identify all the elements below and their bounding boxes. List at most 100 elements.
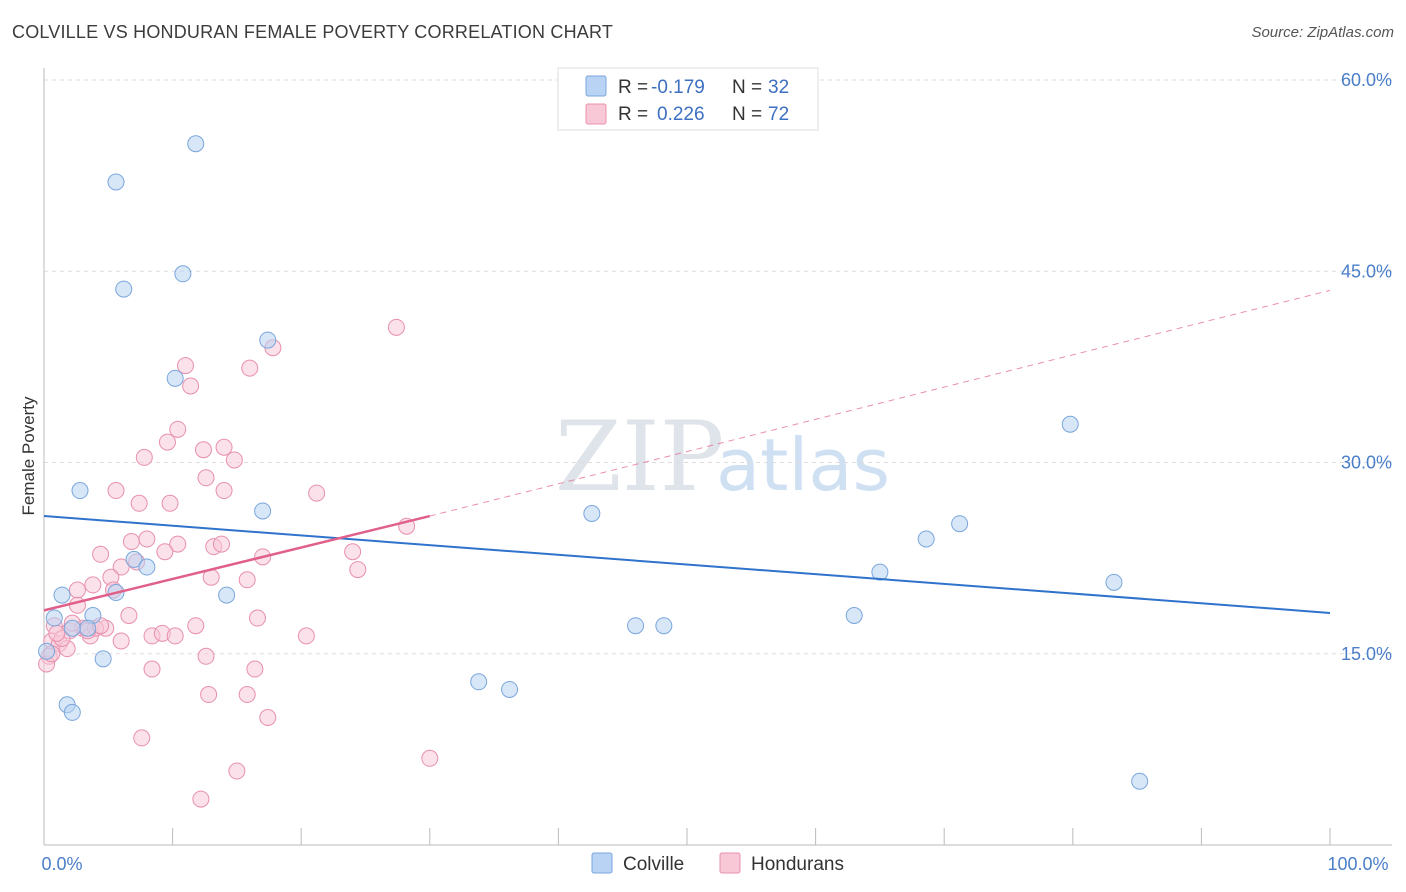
hondurans-point-68 xyxy=(48,624,66,642)
bottom-legend-label-hondurans: Hondurans xyxy=(751,854,844,875)
y-tick-label-30: 30.0% xyxy=(1341,453,1392,473)
hondurans-point-2 xyxy=(176,357,194,375)
watermark-zip: ZIP xyxy=(555,401,724,513)
axes xyxy=(43,68,1392,846)
hondurans-point-0 xyxy=(387,318,405,336)
bottom-legend: Colville Hondurans xyxy=(591,852,844,875)
colville-point-0 xyxy=(187,135,205,153)
colville-point-31 xyxy=(501,680,519,698)
watermark: ZIP atlas xyxy=(555,401,890,513)
hondurans-point-47 xyxy=(166,627,184,645)
hondurans-point-59 xyxy=(238,686,256,704)
colville-point-8 xyxy=(125,550,143,568)
colville-point-11 xyxy=(218,586,236,604)
hondurans-point-38 xyxy=(248,609,266,627)
colville-point-1 xyxy=(107,173,125,191)
hondurans-point-62 xyxy=(421,749,439,767)
hondurans-point-7 xyxy=(194,441,212,459)
hondurans-point-34 xyxy=(68,581,86,599)
hondurans-point-37 xyxy=(120,607,138,624)
hondurans-point-55 xyxy=(143,660,161,678)
trend-lines xyxy=(43,289,1331,614)
hondurans-point-42 xyxy=(187,617,205,635)
legend-r-value-hondurans: 0.226 xyxy=(657,104,705,125)
hondurans-point-26 xyxy=(344,543,362,561)
colville-point-9 xyxy=(138,558,156,576)
colville-trend-line xyxy=(43,515,1331,614)
legend-r-label-hondurans: R = xyxy=(618,104,648,125)
x-tick-label-max: 100.0% xyxy=(1327,854,1388,874)
hondurans-trend-line xyxy=(43,514,431,612)
colville-point-21 xyxy=(583,505,601,522)
chart-source: Source: ZipAtlas.com xyxy=(1251,24,1394,41)
hondurans-point-19 xyxy=(138,530,156,548)
colville-point-3 xyxy=(115,280,133,298)
hondurans-point-9 xyxy=(135,448,153,466)
y-axis-tick-labels: 15.0% 30.0% 45.0% 60.0% xyxy=(1341,70,1392,664)
hondurans-point-10 xyxy=(225,451,243,469)
colville-point-30 xyxy=(470,673,488,691)
legend-n-label-hondurans: N = xyxy=(732,104,762,125)
hondurans-point-8 xyxy=(215,438,233,456)
colville-point-26 xyxy=(1105,573,1123,591)
hondurans-point-14 xyxy=(308,484,326,502)
hondurans-point-29 xyxy=(349,561,367,579)
colville-point-15 xyxy=(79,619,97,637)
legend-r-value-colville: -0.179 xyxy=(651,77,705,98)
hondurans-point-13 xyxy=(215,482,233,500)
hondurans-point-60 xyxy=(259,709,277,726)
hondurans-point-48 xyxy=(112,632,130,650)
colville-point-12 xyxy=(53,586,71,604)
colville-point-14 xyxy=(45,609,63,627)
legend-swatch-hondurans xyxy=(585,103,607,125)
colville-points xyxy=(38,135,1149,790)
watermark-atlas: atlas xyxy=(716,423,890,507)
bottom-legend-label-colville: Colville xyxy=(623,854,684,875)
hondurans-point-49 xyxy=(297,627,315,645)
y-tick-label-45: 45.0% xyxy=(1341,261,1392,281)
hondurans-point-15 xyxy=(130,494,148,512)
colville-point-24 xyxy=(951,515,969,533)
legend-swatch-colville xyxy=(585,75,607,97)
bottom-legend-swatch-colville xyxy=(591,852,613,874)
hondurans-point-56 xyxy=(246,660,264,678)
colville-point-22 xyxy=(1061,415,1079,433)
hondurans-point-54 xyxy=(197,647,215,665)
legend-n-value-colville: 32 xyxy=(768,77,789,98)
colville-point-25 xyxy=(871,563,889,581)
hondurans-point-27 xyxy=(112,558,130,576)
hondurans-point-20 xyxy=(169,535,187,553)
hondurans-point-61 xyxy=(133,729,151,747)
hondurans-point-12 xyxy=(107,482,125,500)
hondurans-point-23 xyxy=(92,545,110,563)
colville-point-2 xyxy=(174,265,192,283)
hondurans-point-32 xyxy=(238,571,256,589)
colville-point-16 xyxy=(63,619,81,637)
y-tick-label-15: 15.0% xyxy=(1341,644,1392,664)
hondurans-point-18 xyxy=(122,533,140,551)
legend-n-label-colville: N = xyxy=(732,77,762,98)
y-tick-label-60: 60.0% xyxy=(1341,70,1392,90)
colville-point-20 xyxy=(63,703,81,721)
hondurans-point-11 xyxy=(197,469,215,487)
bottom-legend-swatch-hondurans xyxy=(719,852,741,874)
hondurans-trend-line-extension xyxy=(429,289,1331,517)
hondurans-point-22 xyxy=(212,535,230,553)
colville-point-28 xyxy=(627,617,645,635)
colville-point-23 xyxy=(917,530,935,548)
colville-point-7 xyxy=(254,502,272,520)
colville-point-4 xyxy=(259,331,277,349)
legend-r-label-colville: R = xyxy=(618,77,648,98)
hondurans-point-63 xyxy=(228,762,246,780)
x-tick-label-min: 0.0% xyxy=(41,854,82,874)
colville-point-32 xyxy=(1131,772,1149,790)
hondurans-point-24 xyxy=(156,543,174,561)
hondurans-point-3 xyxy=(241,359,259,377)
x-axis-ticks xyxy=(172,828,1331,845)
hondurans-point-5 xyxy=(169,420,187,438)
hondurans-point-16 xyxy=(161,494,179,512)
chart-title: COLVILLE VS HONDURAN FEMALE POVERTY CORR… xyxy=(12,22,614,42)
hondurans-point-33 xyxy=(84,576,102,594)
hondurans-point-64 xyxy=(192,790,210,808)
